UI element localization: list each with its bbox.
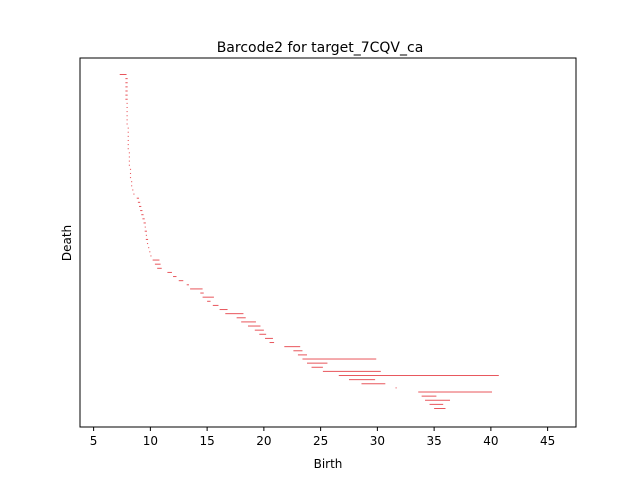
barcode-bar: [322, 370, 381, 372]
barcode-bar: [125, 86, 128, 88]
barcode-bar: [136, 197, 140, 199]
barcode-bar: [219, 309, 228, 311]
barcode-bar: [127, 148, 129, 150]
barcode-bar: [125, 98, 128, 100]
x-axis-label: Birth: [314, 457, 343, 471]
barcode-bar: [144, 226, 146, 228]
barcode-bar: [126, 115, 128, 117]
barcode-bar: [145, 238, 149, 240]
barcode-bar: [127, 135, 129, 137]
barcode-bar: [173, 276, 177, 278]
chart-title: Barcode2 for target_7CQV_ca: [217, 40, 424, 56]
barcode-bar: [297, 354, 308, 356]
barcode-bar: [241, 321, 256, 323]
x-tick-label: 45: [540, 434, 555, 448]
barcode-bar: [361, 383, 386, 385]
barcode-bar: [146, 243, 149, 245]
barcode-bar: [190, 288, 203, 290]
barcode-bar: [129, 177, 132, 179]
x-tick-label: 15: [199, 434, 214, 448]
barcode-bar: [131, 181, 133, 183]
barcode-bar: [293, 350, 303, 352]
barcode-bar: [212, 304, 219, 306]
barcode-bar: [126, 106, 128, 108]
plot-frame: [79, 57, 577, 428]
barcode-bar: [133, 193, 135, 195]
barcode-bar: [284, 346, 301, 348]
barcode-bar: [259, 333, 267, 335]
barcode-bar: [126, 119, 128, 121]
barcode-bar: [148, 247, 150, 249]
barcode-bar: [128, 156, 130, 158]
x-tick-label: 25: [313, 434, 328, 448]
barcode-bar: [127, 139, 129, 141]
barcode-bar: [254, 329, 264, 331]
barcode-bar: [247, 325, 261, 327]
barcode-bar: [119, 74, 127, 75]
barcode-bar: [141, 214, 144, 216]
barcode-bar: [128, 160, 130, 162]
barcode-bar: [302, 358, 377, 360]
barcode-bar: [152, 259, 160, 261]
barcode-bar: [421, 395, 437, 397]
barcode-bar: [395, 387, 397, 389]
barcode-bar: [225, 313, 244, 315]
barcode-bar: [129, 172, 132, 174]
barcode-bar: [125, 94, 128, 96]
barcode-bar: [348, 379, 376, 381]
barcode-bar: [132, 189, 134, 191]
x-tick-label: 20: [256, 434, 271, 448]
barcode-bar: [137, 201, 141, 203]
barcode-bar: [149, 251, 151, 253]
barcode-bar: [434, 408, 446, 409]
barcode-bar: [126, 102, 128, 104]
barcode-bar: [125, 78, 128, 80]
barcode-bar: [311, 366, 323, 368]
x-tick-label: 35: [426, 434, 441, 448]
barcode-bar: [140, 210, 143, 212]
barcode-bar: [131, 185, 133, 187]
barcode-bar: [236, 317, 246, 319]
barcode-bar: [269, 342, 275, 344]
barcode-bar: [167, 271, 172, 273]
barcode-bar: [154, 263, 161, 265]
y-axis-label: Death: [60, 225, 74, 261]
barcode-bar: [139, 205, 142, 207]
barcode-bar: [338, 375, 499, 377]
barcode-bar: [307, 362, 328, 364]
barcode-bar: [200, 292, 204, 294]
barcode-bar: [126, 111, 128, 113]
barcode-bar: [125, 90, 128, 92]
barcode-bar: [186, 284, 189, 286]
bars-group: [119, 74, 499, 409]
x-tick-label: 5: [90, 434, 98, 448]
barcode-bar: [150, 255, 152, 257]
x-tick-label: 40: [483, 434, 498, 448]
barcode-bar: [142, 218, 145, 220]
barcode-bar: [127, 144, 129, 146]
x-axis: 5 10 15 20 25 30 35 40 45: [90, 427, 555, 448]
barcode-bar: [145, 234, 147, 236]
barcode-bar: [125, 82, 128, 84]
barcode-bar: [126, 123, 128, 125]
barcode-bar: [128, 164, 130, 166]
barcode-bar: [143, 222, 146, 224]
barcode-bar: [127, 127, 129, 129]
barcode-bar: [202, 296, 214, 298]
barcode-bar: [128, 152, 130, 154]
barcode-bar: [429, 403, 444, 405]
barcode-bar: [418, 391, 493, 393]
barcode-bar: [144, 230, 147, 232]
barcode-bar: [425, 399, 451, 401]
barcode-bar: [265, 337, 273, 339]
barcode-bar: [178, 280, 184, 282]
barcode-bar: [127, 131, 129, 133]
x-tick-label: 10: [143, 434, 158, 448]
x-tick-label: 30: [370, 434, 385, 448]
barcode-bar: [207, 300, 211, 302]
barcode-bar: [157, 267, 162, 269]
barcode-bar: [129, 168, 132, 170]
